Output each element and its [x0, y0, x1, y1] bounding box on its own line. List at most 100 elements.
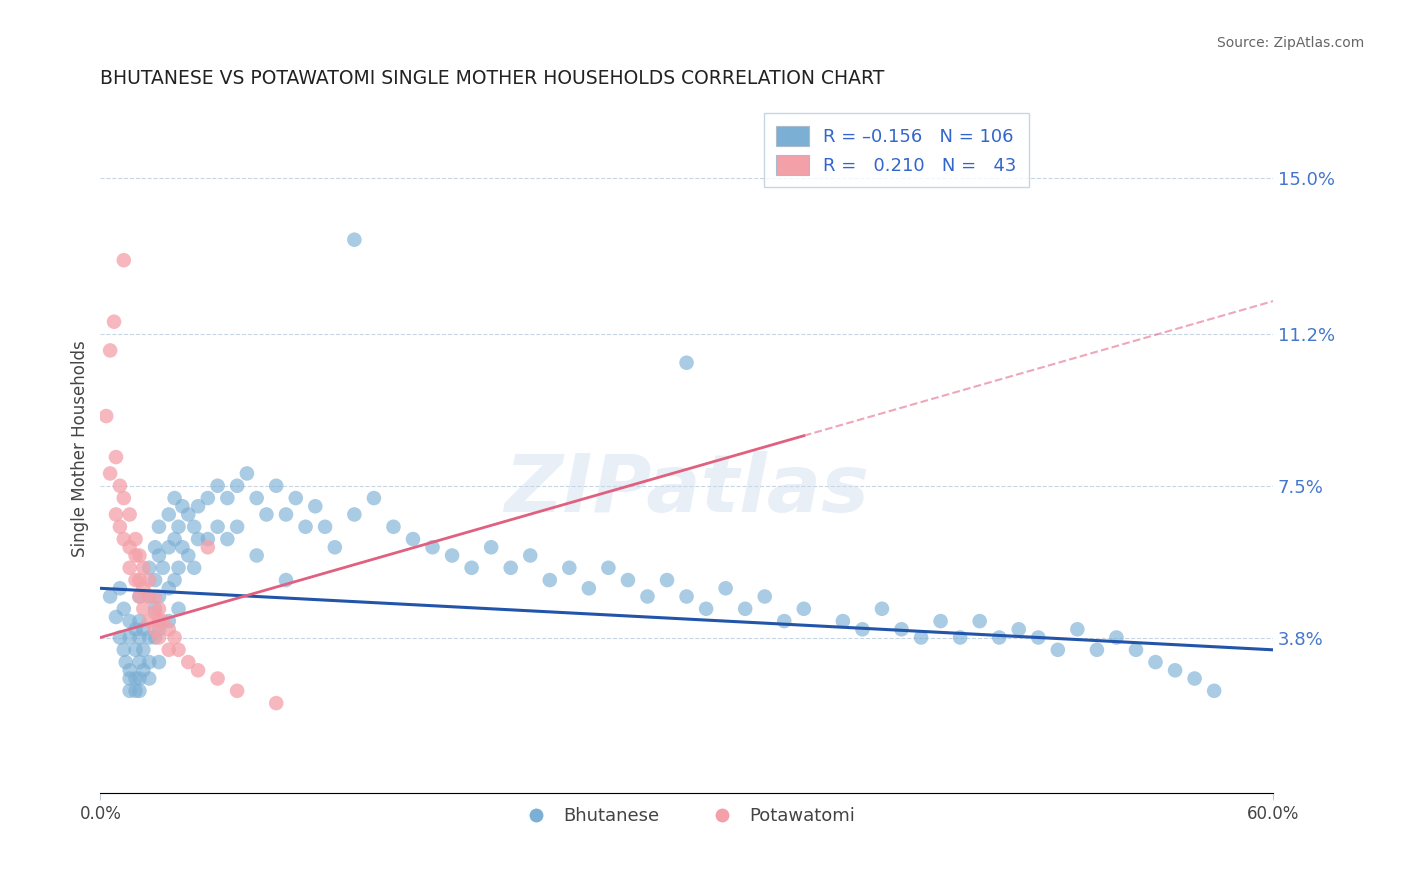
Point	[163, 491, 186, 505]
Point	[128, 590, 150, 604]
Point	[197, 532, 219, 546]
Point	[132, 582, 155, 596]
Point	[695, 602, 717, 616]
Point	[236, 467, 259, 481]
Point	[138, 561, 160, 575]
Point	[132, 602, 155, 616]
Point	[499, 561, 522, 575]
Point	[343, 508, 366, 522]
Legend: Bhutanese, Potawatomi: Bhutanese, Potawatomi	[510, 800, 862, 832]
Point	[675, 590, 697, 604]
Point	[598, 561, 620, 575]
Point	[910, 631, 932, 645]
Point	[104, 610, 127, 624]
Point	[128, 655, 150, 669]
Point	[226, 520, 249, 534]
Point	[851, 622, 873, 636]
Point	[617, 573, 640, 587]
Point	[183, 520, 205, 534]
Point	[112, 602, 135, 616]
Point	[128, 631, 150, 645]
Point	[148, 549, 170, 563]
Point	[264, 479, 287, 493]
Point	[167, 642, 190, 657]
Point	[163, 573, 186, 587]
Point	[118, 614, 141, 628]
Point	[148, 622, 170, 636]
Point	[274, 573, 297, 587]
Point	[1008, 622, 1031, 636]
Point	[108, 479, 131, 493]
Point	[183, 561, 205, 575]
Point	[207, 479, 229, 493]
Point	[538, 573, 561, 587]
Point	[343, 233, 366, 247]
Point	[793, 602, 815, 616]
Point	[304, 500, 326, 514]
Point	[217, 532, 239, 546]
Point	[118, 561, 141, 575]
Point	[1164, 663, 1187, 677]
Point	[1204, 683, 1226, 698]
Point	[1046, 642, 1069, 657]
Text: BHUTANESE VS POTAWATOMI SINGLE MOTHER HOUSEHOLDS CORRELATION CHART: BHUTANESE VS POTAWATOMI SINGLE MOTHER HO…	[100, 69, 884, 87]
Text: Source: ZipAtlas.com: Source: ZipAtlas.com	[1216, 36, 1364, 50]
Point	[256, 508, 278, 522]
Point	[1026, 631, 1049, 645]
Point	[197, 541, 219, 555]
Point	[152, 561, 174, 575]
Point	[114, 655, 136, 669]
Point	[124, 573, 146, 587]
Point	[187, 500, 209, 514]
Point	[98, 343, 121, 358]
Point	[163, 631, 186, 645]
Point	[112, 642, 135, 657]
Point	[157, 614, 180, 628]
Point	[870, 602, 893, 616]
Point	[124, 622, 146, 636]
Point	[675, 356, 697, 370]
Point	[949, 631, 972, 645]
Point	[969, 614, 991, 628]
Point	[314, 520, 336, 534]
Point	[226, 683, 249, 698]
Point	[177, 508, 200, 522]
Point	[479, 541, 502, 555]
Point	[128, 672, 150, 686]
Point	[929, 614, 952, 628]
Point	[157, 642, 180, 657]
Point	[148, 520, 170, 534]
Point	[172, 541, 194, 555]
Point	[831, 614, 853, 628]
Point	[152, 614, 174, 628]
Point	[128, 590, 150, 604]
Point	[148, 614, 170, 628]
Point	[441, 549, 464, 563]
Text: ZIPatlas: ZIPatlas	[505, 451, 869, 529]
Point	[226, 479, 249, 493]
Point	[1066, 622, 1088, 636]
Point	[197, 491, 219, 505]
Point	[207, 672, 229, 686]
Point	[112, 253, 135, 268]
Point	[1125, 642, 1147, 657]
Point	[163, 532, 186, 546]
Point	[128, 683, 150, 698]
Point	[157, 541, 180, 555]
Point	[124, 532, 146, 546]
Point	[138, 631, 160, 645]
Point	[172, 500, 194, 514]
Point	[143, 622, 166, 636]
Point	[143, 590, 166, 604]
Point	[187, 532, 209, 546]
Point	[138, 655, 160, 669]
Point	[157, 508, 180, 522]
Point	[246, 549, 269, 563]
Point	[118, 683, 141, 698]
Point	[148, 631, 170, 645]
Point	[217, 491, 239, 505]
Point	[1085, 642, 1108, 657]
Point	[382, 520, 405, 534]
Point	[637, 590, 659, 604]
Point	[132, 622, 155, 636]
